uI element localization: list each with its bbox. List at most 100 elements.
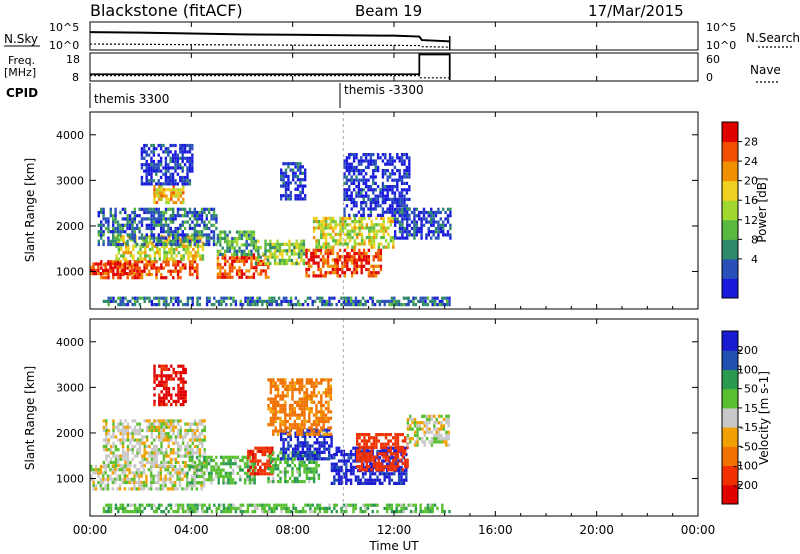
power-cells-cell	[344, 242, 347, 246]
velocity-cells-cell	[135, 480, 138, 485]
velocity-cells-cell	[317, 429, 321, 433]
power-cells-cell	[169, 166, 172, 170]
power-cells-cell	[189, 254, 193, 258]
velocity-cells-cell	[401, 455, 404, 459]
velocity-cells-cell	[394, 436, 397, 440]
power-cells-cell	[340, 303, 343, 307]
power-cells-cell	[368, 239, 371, 243]
power-cells-cell	[273, 258, 277, 262]
velocity-cells-cell	[229, 503, 233, 507]
velocity-cells-cell	[300, 464, 304, 468]
power-cells-cell	[343, 181, 346, 185]
power-cells-cell	[364, 303, 367, 307]
velocity-cells-cell	[288, 432, 292, 436]
power-cells-cell	[256, 299, 259, 303]
velocity-cells-cell	[229, 506, 233, 510]
power-cells-cell	[392, 236, 395, 240]
velocity-cells-cell	[247, 453, 250, 457]
power-cells-cell	[155, 242, 158, 247]
velocity-cells-cell	[119, 419, 122, 423]
power-cells-cell	[334, 232, 337, 236]
power-cells-cell	[153, 197, 156, 201]
power-cells-cell	[188, 217, 192, 221]
velocity-cells-cell	[284, 413, 287, 417]
velocity-cells-cell	[234, 462, 237, 466]
power-cells-cell	[174, 188, 178, 192]
noise-ytick-top: 10^5	[49, 21, 79, 34]
velocity-cells-cell	[323, 457, 326, 461]
velocity-cells-cell	[200, 474, 204, 479]
power-cells-cell	[104, 265, 107, 269]
velocity-cells-cell	[406, 421, 410, 425]
velocity-cells-cell	[296, 470, 299, 474]
velocity-cells-cell	[143, 444, 146, 449]
power-cells-cell	[304, 299, 307, 303]
velocity-cells-cell	[165, 396, 168, 400]
velocity-cells-cell	[364, 465, 367, 469]
velocity-cells-cell	[273, 510, 276, 514]
power-cells-cell	[331, 264, 335, 268]
power-cells-cell	[396, 188, 399, 192]
power-cells-cell	[223, 259, 227, 263]
velocity-cells-cell	[193, 510, 197, 514]
power-cells-cell	[321, 299, 324, 303]
velocity-cells-cell	[310, 467, 313, 471]
velocity-cells-cell	[416, 440, 419, 444]
power-cells-cell	[370, 236, 373, 240]
velocity-cells-cell	[196, 506, 199, 510]
power-cells-cell	[182, 241, 185, 245]
velocity-cells-cell	[298, 384, 301, 388]
velocity-cells-cell	[276, 403, 280, 408]
power-cells-cell	[174, 217, 177, 221]
power-cells-cell	[136, 242, 139, 247]
velocity-cells-cell	[327, 400, 330, 404]
velocity-cells-cell	[300, 423, 304, 427]
power-cells-cell	[324, 248, 327, 252]
velocity-cells-cell	[148, 422, 151, 426]
velocity-cells-cell	[165, 425, 168, 429]
power-cells-cell	[334, 271, 337, 275]
velocity-cells-cell	[380, 465, 383, 469]
power-cells-cell	[174, 239, 177, 243]
power-cells-cell	[179, 200, 183, 205]
power-cells-cell	[355, 185, 358, 189]
power-cells-cell	[160, 197, 163, 201]
power-cells-cell	[380, 242, 383, 246]
power-cells-cell	[449, 223, 452, 227]
velocity-cells-cell	[124, 419, 127, 423]
power-cells-cell	[427, 210, 430, 215]
power-cells-cell	[422, 210, 426, 215]
velocity-cells-cell	[400, 478, 403, 482]
power-cells-cell	[150, 233, 153, 237]
velocity-cells-cell	[270, 510, 274, 514]
power-cells-cell	[131, 303, 134, 307]
power-cells-cell	[169, 156, 172, 160]
power-cells-cell	[219, 275, 222, 279]
velocity-cells-cell	[430, 437, 434, 441]
power-cells-cell	[243, 256, 246, 260]
velocity-cells-cell	[203, 425, 206, 429]
velocity-cells-cell	[160, 383, 163, 387]
velocity-cells-cell	[389, 452, 392, 456]
velocity-cells-cell	[305, 419, 309, 424]
velocity-cells-cell	[178, 484, 182, 488]
power-cells-cell	[372, 229, 376, 233]
velocity-cells-cell	[119, 457, 122, 461]
velocity-cells-cell	[368, 455, 371, 459]
velocity-cells-cell	[289, 444, 292, 448]
velocity-cells-cell	[178, 477, 182, 481]
velocity-cells-cell	[153, 367, 156, 371]
freq-ytick-bottom: 8	[72, 71, 79, 84]
power-cells-cell	[159, 169, 163, 173]
power-cells-cell	[126, 233, 129, 237]
power-cells-cell	[365, 267, 368, 272]
velocity-cells-cell	[198, 432, 202, 436]
velocity-cells-cell	[165, 364, 168, 368]
power-cells-cell	[179, 260, 182, 264]
velocity-cells-cell	[284, 384, 287, 388]
power-cells-cell	[320, 220, 323, 224]
power-cells-cell	[138, 269, 141, 273]
power-cells-cell	[312, 226, 316, 230]
velocity-cells-cell	[121, 425, 125, 429]
velocity-cells-cell	[189, 451, 192, 455]
